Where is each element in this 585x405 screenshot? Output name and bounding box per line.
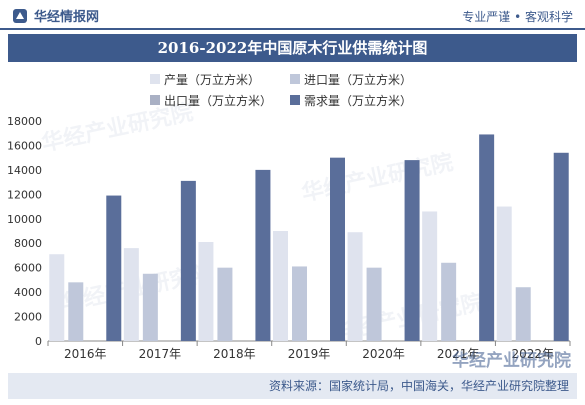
- bar-s4-c7: [553, 152, 569, 341]
- y-tick-label-3: 6000: [14, 262, 42, 275]
- x-tick-label-1: 2016年: [64, 347, 107, 361]
- bar-s1-c6: [422, 211, 438, 341]
- source-note: 资料来源：国家统计局，中国海关，华经产业研究院整理: [8, 373, 577, 399]
- legend-label-3: 出口量（万立方米）: [164, 93, 272, 108]
- legend-label-2: 进口量（万立方米）: [304, 72, 412, 87]
- top-bar: 华经情报网 专业严谨 • 客观科学: [0, 0, 585, 30]
- brand: 华经情报网: [12, 6, 99, 25]
- brand-logo-icon: [13, 8, 27, 23]
- bar-s1-c1: [49, 254, 65, 341]
- x-tick-label-7: 2022年: [511, 347, 554, 361]
- x-tick-label-5: 2020年: [362, 347, 405, 361]
- y-tick-label-6: 12000: [7, 188, 42, 201]
- bar-s2-c4: [292, 266, 307, 341]
- y-tick-label-0: 0: [35, 335, 42, 348]
- x-tick-label-2: 2017年: [139, 347, 182, 361]
- bar-s2-c3: [217, 267, 233, 341]
- bar-s4-c6: [479, 134, 495, 341]
- bar-s2-c5: [366, 267, 382, 341]
- slogan: 专业严谨 • 客观科学: [462, 10, 573, 24]
- legend-label-1: 产量（万立方米）: [164, 72, 260, 87]
- brand-name: 华经情报网: [34, 10, 100, 25]
- corner-watermark-logo: 华经产业研究院: [452, 351, 571, 371]
- bar-s4-c4: [330, 157, 345, 341]
- x-tick-label-4: 2019年: [288, 347, 331, 361]
- bar-s4-c5: [404, 160, 420, 341]
- bar-s2-c7: [515, 287, 531, 341]
- bar-s2-c1: [68, 282, 84, 341]
- legend-swatch-2: [290, 74, 300, 84]
- x-tick-label-6: 2021年: [437, 347, 480, 361]
- bar-chart: 产量（万立方米） 进口量（万立方米） 出口量（万立方米） 需求量（万立方米） 0 2000…: [7, 72, 571, 361]
- bar-s1-c4: [273, 231, 288, 341]
- y-tick-label-1: 2000: [14, 311, 42, 324]
- bar-s1-c2: [123, 248, 139, 341]
- bar-s1-c3: [198, 242, 214, 341]
- y-tick-label-9: 18000: [7, 115, 42, 128]
- y-tick-label-8: 16000: [7, 139, 42, 152]
- bar-s4-c1: [106, 195, 122, 341]
- bar-s2-c6: [441, 262, 457, 341]
- bar-s4-c2: [180, 180, 196, 341]
- y-tick-label-5: 10000: [7, 213, 42, 226]
- y-tick-label-2: 4000: [14, 286, 42, 299]
- bar-s4-c3: [255, 169, 271, 341]
- y-tick-label-4: 8000: [14, 237, 42, 250]
- bar-s1-c7: [496, 206, 512, 341]
- legend-swatch-4: [290, 95, 300, 105]
- chart-title: 2016-2022年中国原木行业供需统计图: [8, 34, 577, 62]
- y-tick-label-7: 14000: [7, 164, 42, 177]
- x-tick-label-3: 2018年: [213, 347, 256, 361]
- legend-label-4: 需求量（万立方米）: [304, 93, 412, 108]
- bar-s2-c2: [142, 273, 158, 341]
- legend-swatch-1: [150, 74, 160, 84]
- legend-swatch-3: [150, 95, 160, 105]
- bar-s1-c5: [347, 232, 363, 341]
